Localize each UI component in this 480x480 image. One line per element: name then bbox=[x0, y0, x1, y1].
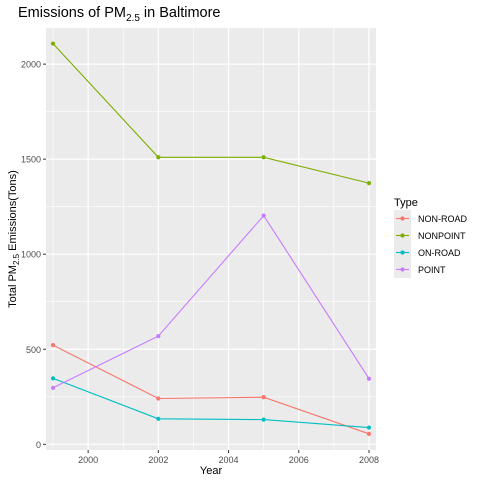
data-point-nonpoint bbox=[366, 181, 372, 186]
x-tick-label: 2000 bbox=[78, 455, 98, 465]
major-gridlines bbox=[46, 28, 376, 450]
data-point-point bbox=[261, 213, 266, 218]
x-tick-label: 2002 bbox=[148, 455, 168, 465]
data-point-nonpoint bbox=[261, 155, 266, 160]
legend-label-non-road: NON-ROAD bbox=[418, 214, 467, 224]
legend-point-on-road bbox=[400, 250, 405, 255]
legend-title: Type bbox=[394, 197, 418, 209]
y-tick-label: 1000 bbox=[21, 250, 41, 260]
series-line-nonpoint bbox=[52, 43, 370, 184]
data-point-on-road bbox=[366, 425, 372, 430]
data-point-nonpoint bbox=[156, 155, 161, 160]
series-line-point bbox=[52, 214, 370, 389]
y-tick-label: 500 bbox=[26, 345, 41, 355]
data-point-on-road bbox=[50, 376, 56, 381]
legend-point-point bbox=[400, 267, 405, 272]
data-point-non-road bbox=[50, 342, 56, 348]
data-point-nonpoint bbox=[50, 41, 56, 46]
y-axis: 0 500 1000 1500 2000 bbox=[21, 60, 46, 450]
chart-title: Emissions of PM2.5 in Baltimore bbox=[18, 5, 220, 24]
series-line-non-road bbox=[52, 344, 370, 435]
data-point-on-road bbox=[156, 416, 161, 421]
x-tick-label: 2006 bbox=[289, 455, 309, 465]
x-axis-label: Year bbox=[200, 465, 223, 477]
series-layer bbox=[50, 41, 372, 436]
legend-label-point: POINT bbox=[418, 265, 446, 275]
y-tick-label: 0 bbox=[36, 440, 41, 450]
x-tick-label: 2008 bbox=[359, 455, 379, 465]
series-line-on-road bbox=[52, 377, 370, 429]
y-axis-label: Total PM2.5 Emissions(Tons) bbox=[7, 170, 21, 308]
legend-point-nonpoint bbox=[400, 233, 405, 238]
data-point-non-road bbox=[366, 431, 372, 436]
legend-point-non-road bbox=[400, 216, 405, 221]
plot-panel bbox=[46, 28, 376, 450]
legend-label-on-road: ON-ROAD bbox=[418, 248, 461, 258]
legend: Type NON-ROAD NONPOINT ON-ROAD POINT bbox=[394, 197, 467, 278]
data-point-non-road bbox=[261, 395, 266, 400]
y-tick-label: 1500 bbox=[21, 155, 41, 165]
x-axis: 2000 2002 2004 2006 2008 bbox=[78, 450, 379, 465]
data-point-non-road bbox=[156, 396, 161, 401]
data-point-point bbox=[366, 376, 372, 381]
x-tick-label: 2004 bbox=[219, 455, 239, 465]
data-point-point bbox=[156, 334, 161, 339]
y-tick-label: 2000 bbox=[21, 60, 41, 70]
minor-gridlines bbox=[46, 28, 376, 450]
legend-label-nonpoint: NONPOINT bbox=[418, 231, 466, 241]
data-point-on-road bbox=[261, 417, 266, 422]
data-point-point bbox=[50, 385, 56, 390]
